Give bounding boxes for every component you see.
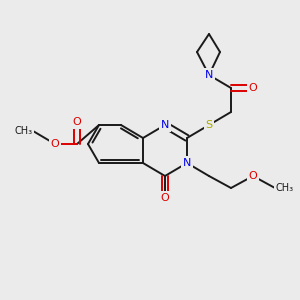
Text: N: N — [183, 158, 191, 168]
Text: CH₃: CH₃ — [275, 183, 293, 193]
Text: S: S — [206, 120, 213, 130]
Text: O: O — [160, 193, 169, 203]
Text: O: O — [249, 171, 257, 181]
Text: N: N — [205, 70, 213, 80]
Text: O: O — [51, 139, 59, 149]
Text: O: O — [73, 117, 81, 127]
Text: N: N — [161, 120, 169, 130]
Text: O: O — [249, 83, 257, 93]
Text: CH₃: CH₃ — [15, 126, 33, 136]
